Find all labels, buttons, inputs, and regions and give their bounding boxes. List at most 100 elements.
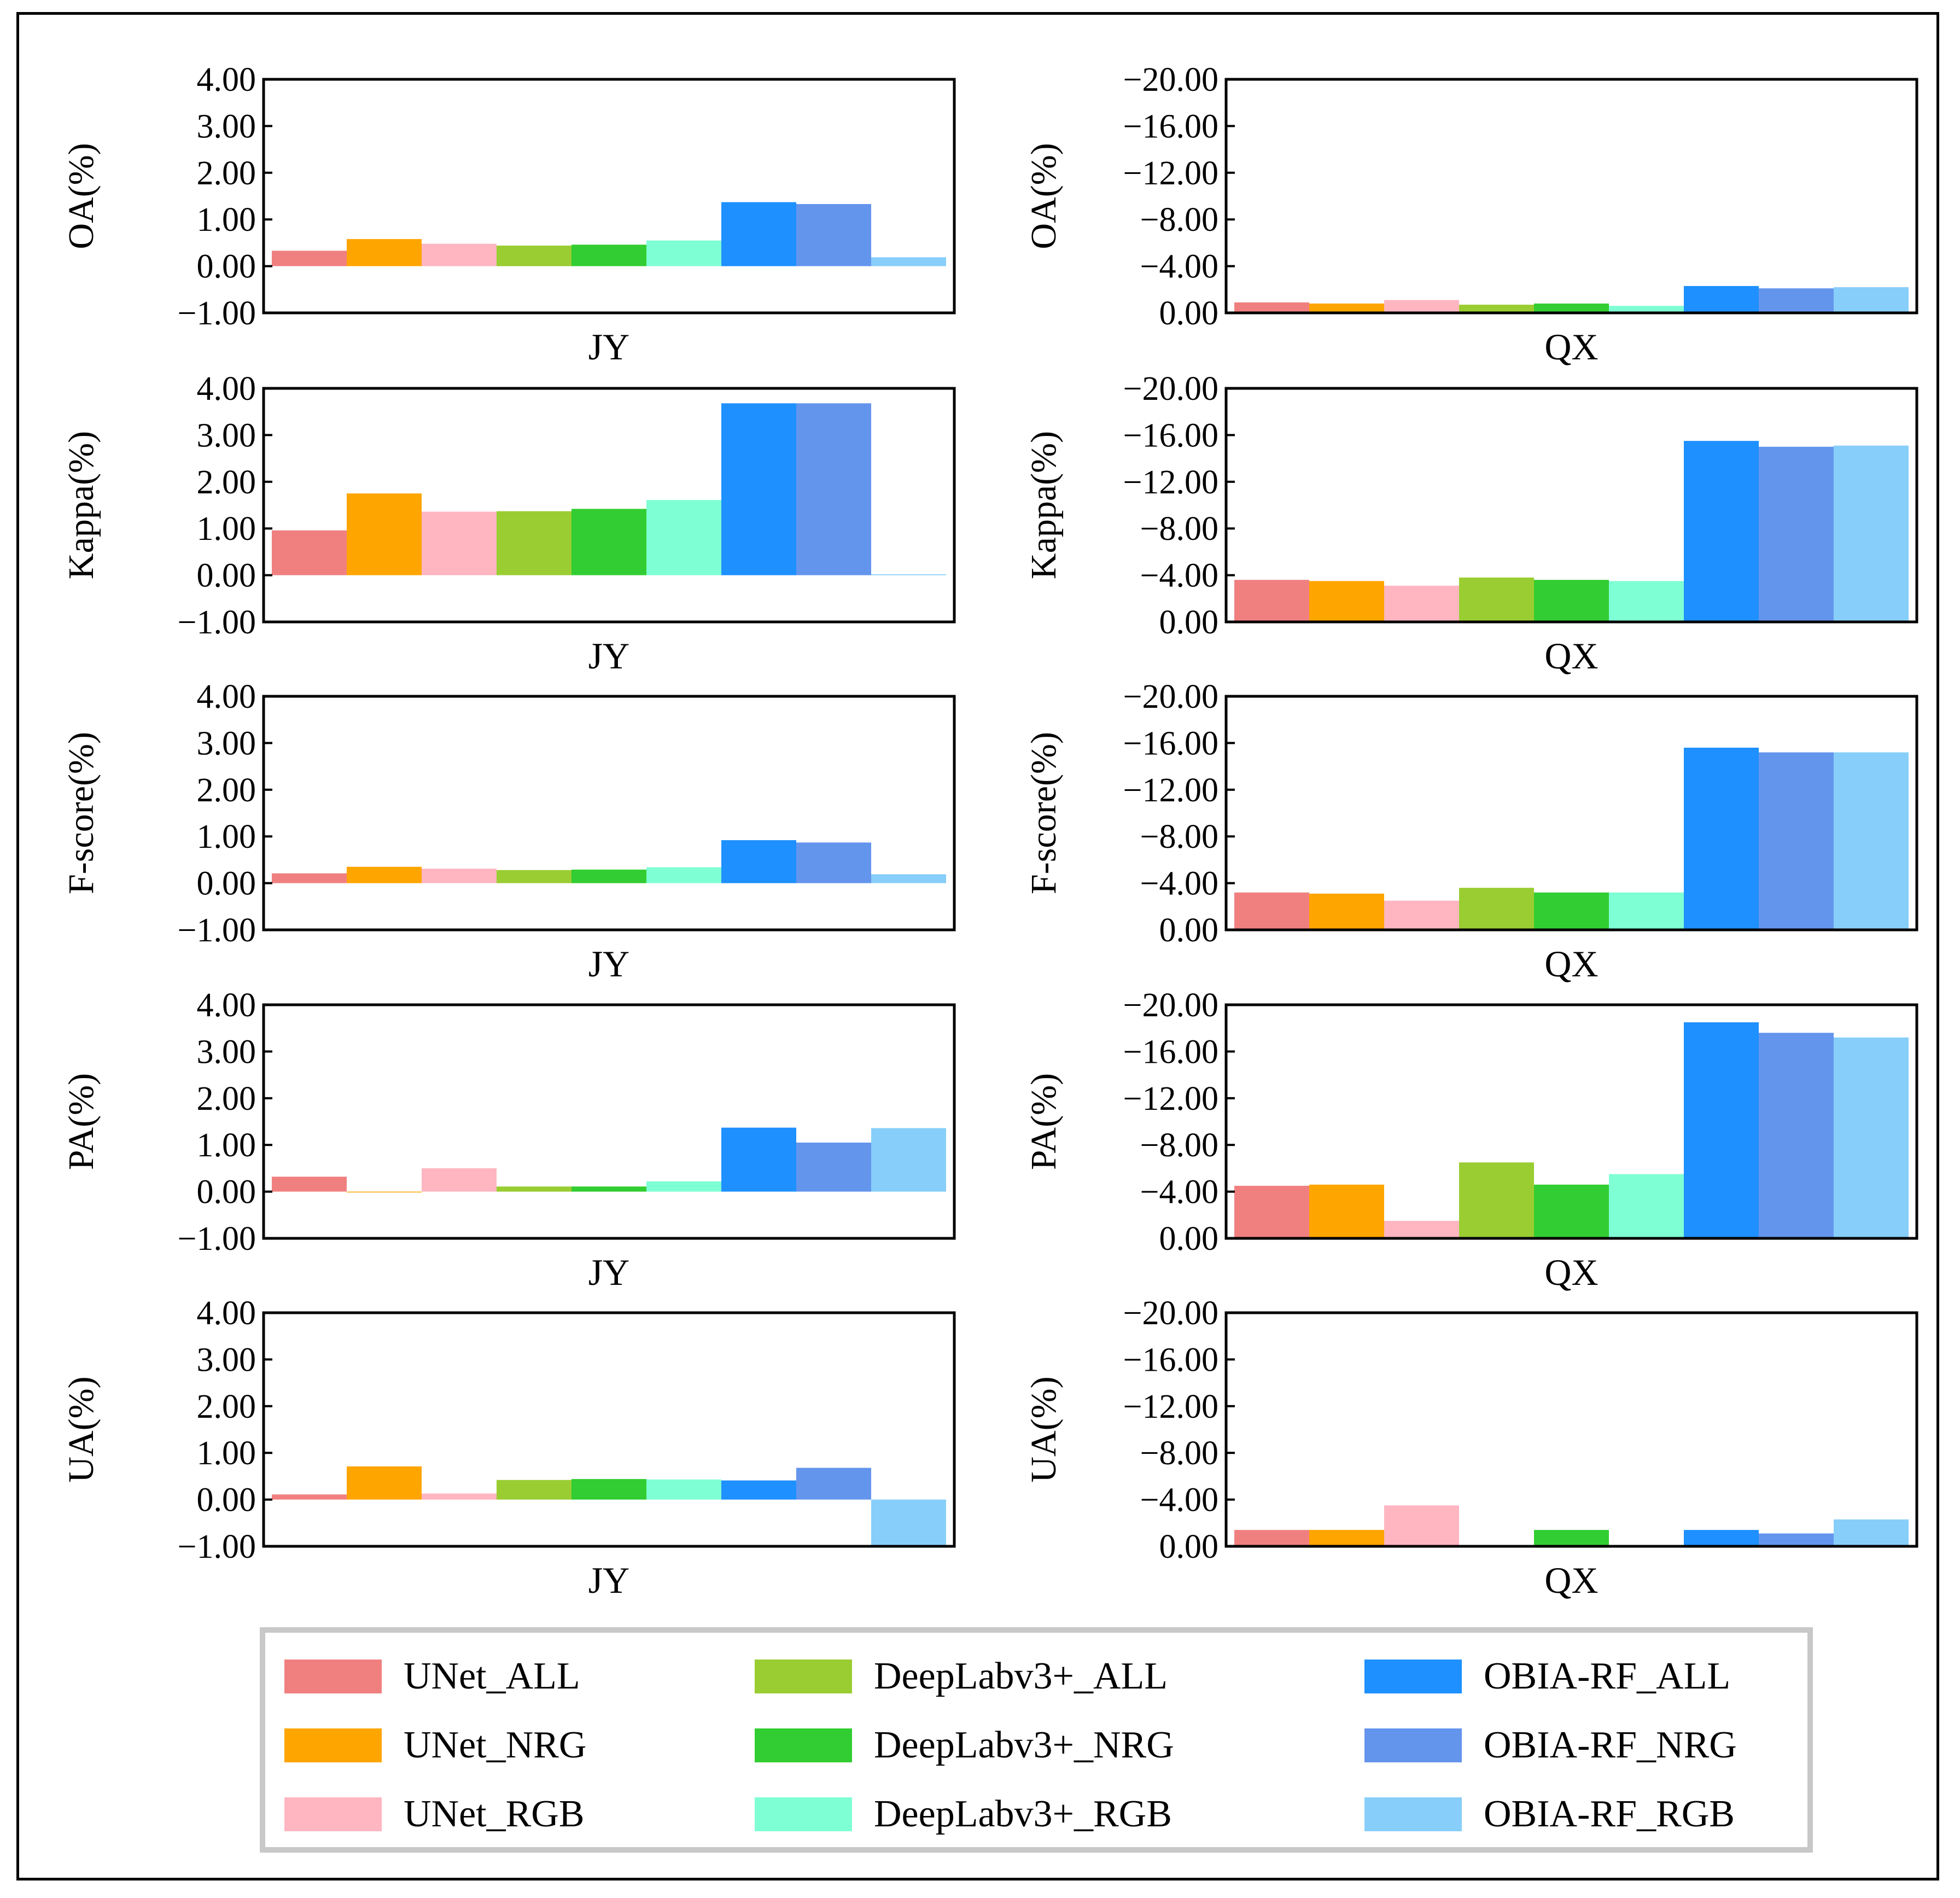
bar-pa-qx-obia-rf-all bbox=[1684, 1022, 1759, 1238]
legend-swatch-unet-nrg bbox=[284, 1728, 382, 1762]
ytick-label-pa-qx: −20.00 bbox=[1123, 987, 1218, 1024]
bar-ua-qx-obia-rf-rgb bbox=[1834, 1519, 1909, 1546]
ytick-label-ua-qx: 0.00 bbox=[1159, 1528, 1219, 1565]
legend-item-obia-nrg: OBIA-RF_NRG bbox=[1364, 1724, 1737, 1767]
xlabel-ua-jy: JY bbox=[588, 1559, 630, 1601]
ytick-label-f-score-jy: 0.00 bbox=[197, 865, 256, 903]
bar-kappa-jy-deeplabv3-rgb bbox=[646, 500, 721, 575]
legend-item-unet-rgb: UNet_RGB bbox=[284, 1792, 585, 1836]
bar-oa-qx-obia-rf-all bbox=[1684, 286, 1759, 313]
bar-pa-qx-obia-rf-nrg bbox=[1759, 1033, 1834, 1238]
bar-ua-qx-obia-rf-all bbox=[1684, 1530, 1759, 1546]
legend-swatch-deeplab-rgb bbox=[755, 1797, 852, 1831]
ytick-label-oa-qx: −12.00 bbox=[1123, 155, 1218, 192]
bar-oa-jy-deeplabv3-nrg bbox=[571, 244, 646, 266]
bar-kappa-jy-obia-rf-nrg bbox=[796, 403, 871, 575]
legend-label-deeplab-rgb: DeepLabv3+_RGB bbox=[874, 1793, 1172, 1835]
ytick-label-pa-qx: −4.00 bbox=[1140, 1174, 1218, 1211]
ytick-label-kappa-qx: −4.00 bbox=[1140, 557, 1218, 595]
bar-f-score-qx-deeplabv3-rgb bbox=[1609, 892, 1684, 930]
bar-kappa-qx-deeplabv3-all bbox=[1459, 577, 1534, 622]
bar-kappa-qx-obia-rf-rgb bbox=[1834, 445, 1909, 622]
chart-ua-qx: −20.00 −16.00 −12.00 −8.00 −4.00 0.00 UA(%) QX bbox=[1024, 1295, 1918, 1601]
bar-f-score-qx-obia-rf-rgb bbox=[1834, 752, 1909, 930]
legend-label-obia-nrg: OBIA-RF_NRG bbox=[1484, 1724, 1737, 1766]
bar-oa-qx-deeplabv3-nrg bbox=[1534, 303, 1609, 313]
bar-pa-jy-unet-all bbox=[272, 1177, 347, 1192]
ytick-label-ua-qx: −20.00 bbox=[1123, 1295, 1218, 1332]
bar-oa-qx-deeplabv3-rgb bbox=[1609, 306, 1684, 313]
ytick-label-ua-qx: −16.00 bbox=[1123, 1341, 1218, 1378]
chart-oa-jy: 4.00 3.00 2.00 1.00 0.00 −1.00 OA(%) JY bbox=[61, 61, 956, 368]
ytick-label-oa-jy: −1.00 bbox=[178, 295, 256, 332]
ytick-label-oa-jy: 4.00 bbox=[197, 61, 256, 98]
legend-swatch-deeplab-nrg bbox=[755, 1728, 852, 1762]
bar-ua-jy-unet-all bbox=[272, 1494, 347, 1500]
ytick-label-kappa-jy: −1.00 bbox=[178, 604, 256, 641]
ytick-label-kappa-jy: 0.00 bbox=[197, 557, 256, 595]
legend-swatch-deeplab-all bbox=[755, 1660, 852, 1693]
bar-f-score-qx-obia-rf-all bbox=[1684, 747, 1759, 930]
ytick-label-f-score-qx: −8.00 bbox=[1140, 818, 1218, 855]
ylabel-pa-jy: PA(%) bbox=[61, 1073, 101, 1170]
bar-oa-jy-deeplabv3-rgb bbox=[646, 240, 721, 266]
bar-ua-qx-deeplabv3-nrg bbox=[1534, 1530, 1609, 1546]
ytick-label-kappa-jy: 4.00 bbox=[197, 370, 256, 407]
plot-frame-pa-qx bbox=[1224, 1003, 1918, 1240]
ytick-label-pa-qx: −8.00 bbox=[1140, 1127, 1218, 1164]
legend-swatch-obia-nrg bbox=[1364, 1728, 1462, 1762]
legend-item-obia-all: OBIA-RF_ALL bbox=[1364, 1655, 1730, 1698]
chart-f-score-qx: −20.00 −16.00 −12.00 −8.00 −4.00 0.00 F-score(… bbox=[1024, 678, 1918, 985]
chart-ua-jy: 4.00 3.00 2.00 1.00 0.00 −1.00 UA(%) JY bbox=[61, 1295, 956, 1601]
ytick-label-f-score-qx: −16.00 bbox=[1123, 725, 1218, 762]
ytick-label-pa-jy: 4.00 bbox=[197, 987, 256, 1024]
bar-f-score-jy-deeplabv3-nrg bbox=[571, 869, 646, 883]
xlabel-pa-jy: JY bbox=[588, 1251, 630, 1293]
ytick-label-kappa-qx: −8.00 bbox=[1140, 510, 1218, 548]
ytick-label-oa-qx: −8.00 bbox=[1140, 201, 1218, 238]
xlabel-ua-qx: QX bbox=[1544, 1559, 1598, 1601]
bar-oa-qx-obia-rf-nrg bbox=[1759, 288, 1834, 313]
bar-oa-jy-unet-nrg bbox=[347, 239, 422, 266]
bar-oa-jy-unet-all bbox=[272, 251, 347, 266]
bar-oa-qx-unet-nrg bbox=[1309, 303, 1384, 313]
bar-f-score-jy-deeplabv3-rgb bbox=[646, 867, 721, 883]
bar-kappa-qx-deeplabv3-nrg bbox=[1534, 580, 1609, 622]
bar-kappa-qx-obia-rf-all bbox=[1684, 441, 1759, 622]
legend-label-obia-rgb: OBIA-RF_RGB bbox=[1484, 1793, 1735, 1835]
bar-ua-qx-obia-rf-nrg bbox=[1759, 1533, 1834, 1546]
ytick-label-kappa-jy: 1.00 bbox=[197, 510, 256, 548]
bar-oa-jy-obia-rf-nrg bbox=[796, 204, 871, 266]
ytick-label-pa-jy: 0.00 bbox=[197, 1174, 256, 1211]
ytick-label-ua-jy: 0.00 bbox=[197, 1482, 256, 1519]
ytick-label-kappa-jy: 2.00 bbox=[197, 464, 256, 501]
bar-f-score-qx-unet-nrg bbox=[1309, 893, 1384, 930]
plot-frame-kappa-jy bbox=[262, 387, 956, 624]
ylabel-pa-qx: PA(%) bbox=[1024, 1073, 1064, 1170]
ytick-label-oa-jy: 0.00 bbox=[197, 248, 256, 286]
bar-f-score-jy-unet-all bbox=[272, 873, 347, 883]
bar-ua-jy-unet-rgb bbox=[422, 1493, 497, 1500]
ylabel-kappa-jy: Kappa(%) bbox=[61, 431, 101, 579]
bar-kappa-jy-unet-nrg bbox=[347, 493, 422, 575]
bar-ua-jy-obia-rf-rgb bbox=[871, 1499, 946, 1545]
ytick-label-pa-jy: 3.00 bbox=[197, 1033, 256, 1070]
bar-ua-jy-obia-rf-nrg bbox=[796, 1468, 871, 1500]
ytick-label-oa-qx: 0.00 bbox=[1159, 295, 1219, 332]
ytick-label-ua-jy: −1.00 bbox=[178, 1528, 256, 1565]
ytick-label-f-score-qx: −12.00 bbox=[1123, 772, 1218, 809]
ytick-label-pa-qx: −16.00 bbox=[1123, 1033, 1218, 1070]
bar-f-score-qx-unet-all bbox=[1234, 892, 1309, 930]
figure-frame bbox=[16, 12, 1939, 1880]
plot-frame-kappa-qx bbox=[1224, 387, 1918, 624]
bar-pa-jy-unet-nrg bbox=[347, 1191, 422, 1193]
bar-pa-jy-obia-rf-all bbox=[721, 1127, 796, 1192]
chart-kappa-qx: −20.00 −16.00 −12.00 −8.00 −4.00 0.00 Kappa(%)… bbox=[1024, 370, 1918, 677]
xlabel-f-score-qx: QX bbox=[1544, 943, 1598, 985]
ytick-label-oa-jy: 1.00 bbox=[197, 201, 256, 238]
ytick-label-oa-qx: −4.00 bbox=[1140, 248, 1218, 286]
ylabel-ua-qx: UA(%) bbox=[1024, 1376, 1064, 1482]
ylabel-oa-jy: OA(%) bbox=[61, 143, 101, 249]
bar-kappa-jy-unet-rgb bbox=[422, 511, 497, 575]
